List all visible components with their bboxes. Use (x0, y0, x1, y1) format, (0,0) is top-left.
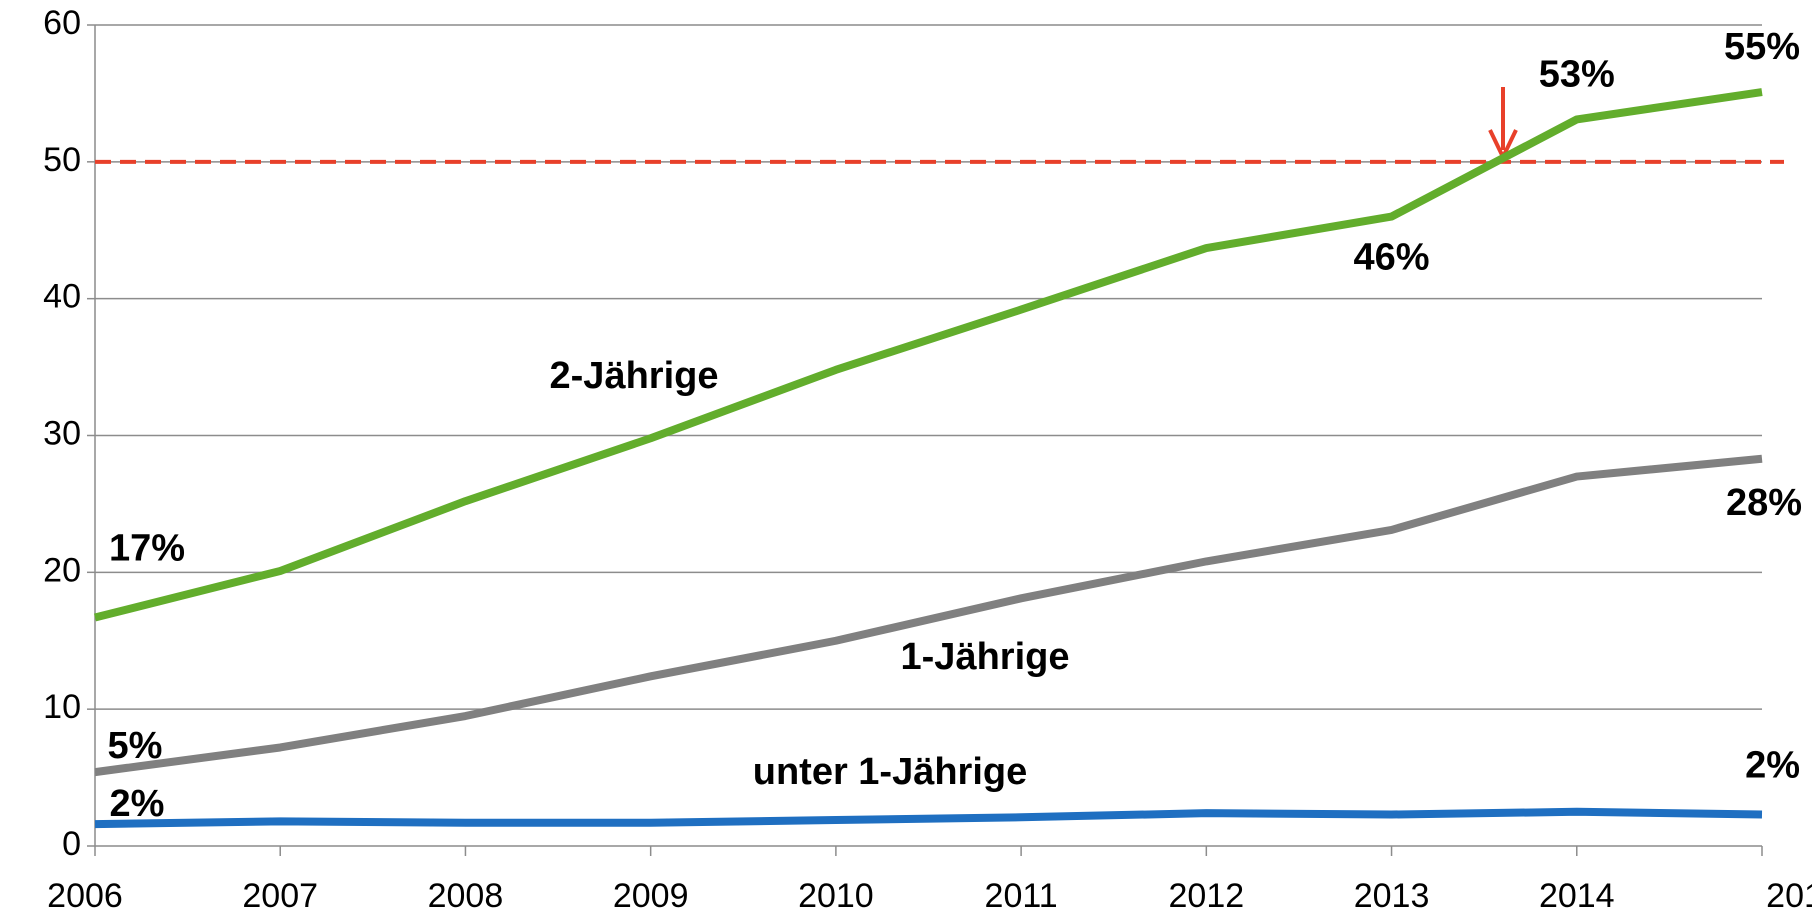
x-tick-label: 2008 (428, 877, 504, 915)
series-line (94, 88, 1763, 622)
data-label: 5% (108, 725, 163, 767)
x-tick-label: 2006 (47, 877, 123, 915)
y-tick-label: 30 (43, 414, 81, 452)
data-label: 53% (1539, 53, 1615, 95)
data-label: 17% (109, 528, 185, 570)
y-tick-label: 10 (43, 688, 81, 726)
y-tick-label: 60 (43, 4, 81, 42)
x-tick-label: 2014 (1539, 877, 1615, 915)
series-label: unter 1-Jährige (753, 751, 1028, 793)
y-tick-label: 40 (43, 278, 81, 316)
x-tick-label: 2013 (1354, 877, 1430, 915)
y-tick-label: 0 (62, 825, 81, 863)
data-label: 28% (1726, 482, 1802, 524)
x-tick-label: 2011 (985, 877, 1058, 915)
data-label: 46% (1354, 237, 1430, 279)
series-line (94, 454, 1763, 777)
x-tick-label: 2010 (798, 877, 874, 915)
series-line (94, 807, 1763, 829)
data-label: 2% (1745, 745, 1800, 787)
data-label: 55% (1724, 26, 1800, 68)
x-tick-label: 2015 (1766, 877, 1812, 915)
y-tick-label: 20 (43, 551, 81, 589)
x-tick-label: 2007 (242, 877, 318, 915)
series-label: 1-Jährige (901, 636, 1070, 678)
y-tick-label: 50 (43, 141, 81, 179)
x-tick-label: 2009 (613, 877, 689, 915)
x-tick-label: 2012 (1169, 877, 1245, 915)
data-label: 2% (110, 783, 165, 825)
series-label: 2-Jährige (550, 355, 719, 397)
